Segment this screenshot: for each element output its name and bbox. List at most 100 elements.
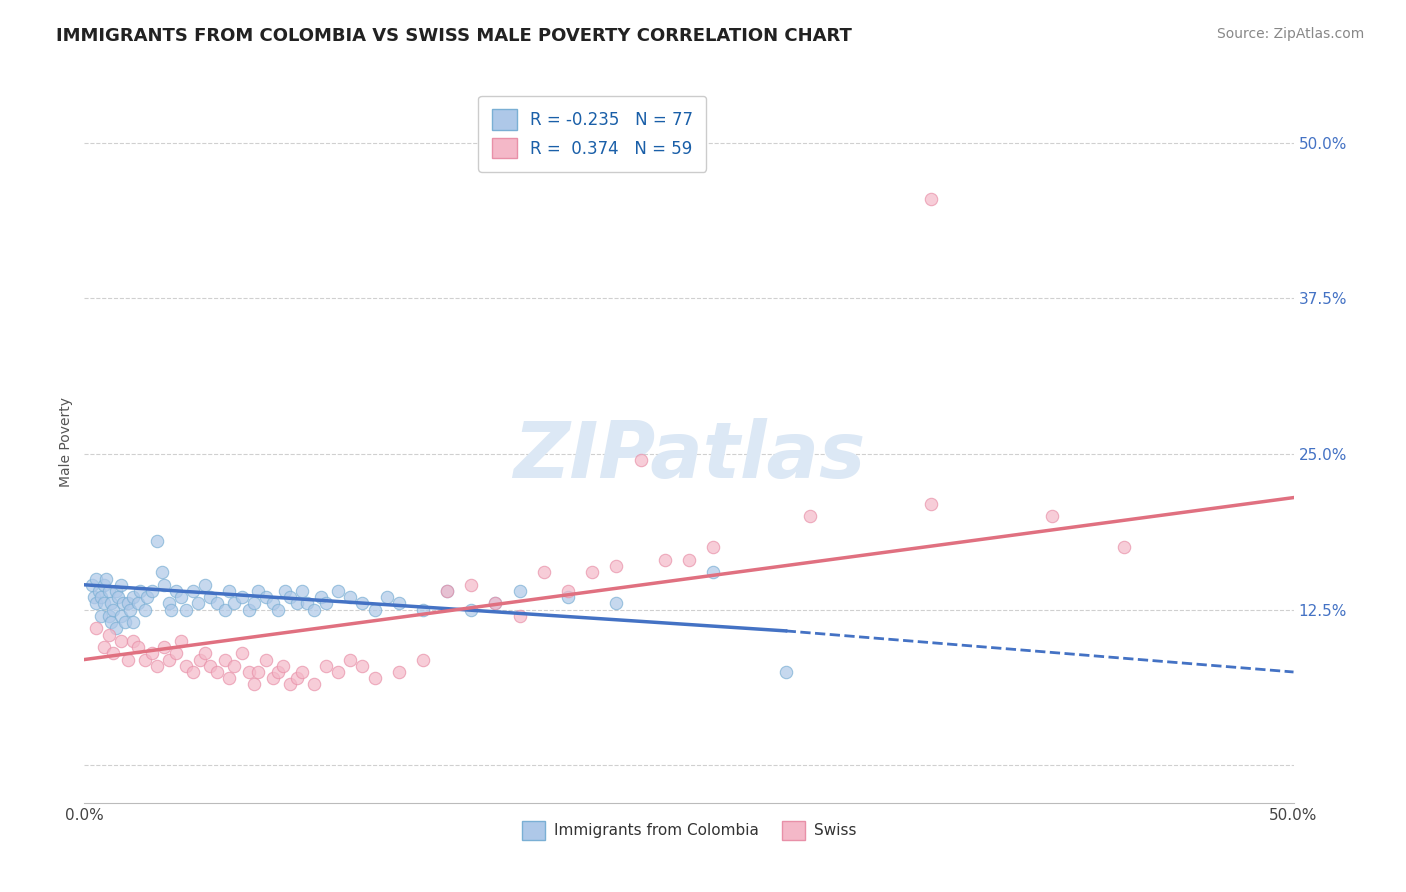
Point: [278, 591, 301, 605]
Point: [93, 578, 115, 592]
Point: [311, 591, 333, 605]
Point: [127, 597, 149, 611]
Point: [224, 597, 246, 611]
Point: [110, 578, 132, 592]
Point: [100, 615, 122, 630]
Point: [194, 646, 217, 660]
Point: [352, 597, 374, 611]
Point: [436, 584, 458, 599]
Point: [315, 658, 337, 673]
Point: [93, 597, 115, 611]
Point: [86, 597, 108, 611]
Point: [388, 597, 411, 611]
Point: [146, 534, 169, 549]
Point: [484, 597, 506, 611]
Point: [86, 572, 108, 586]
Point: [238, 665, 260, 679]
Y-axis label: Male Poverty: Male Poverty: [59, 397, 73, 486]
Point: [412, 603, 434, 617]
Point: [97, 584, 120, 599]
Text: IMMIGRANTS FROM COLOMBIA VS SWISS MALE POVERTY CORRELATION CHART: IMMIGRANTS FROM COLOMBIA VS SWISS MALE P…: [56, 27, 852, 45]
Point: [339, 591, 361, 605]
Point: [605, 597, 627, 611]
Point: [157, 652, 180, 666]
Point: [83, 591, 105, 605]
Point: [121, 615, 143, 630]
Point: [605, 559, 627, 574]
Point: [224, 658, 246, 673]
Point: [291, 665, 314, 679]
Point: [157, 597, 180, 611]
Point: [90, 591, 112, 605]
Point: [295, 597, 318, 611]
Point: [581, 566, 603, 580]
Point: [141, 646, 163, 660]
Text: Source: ZipAtlas.com: Source: ZipAtlas.com: [1216, 27, 1364, 41]
Point: [120, 603, 142, 617]
Point: [218, 671, 240, 685]
Point: [291, 584, 314, 599]
Point: [1114, 541, 1136, 555]
Point: [150, 566, 173, 580]
Point: [238, 603, 260, 617]
Point: [107, 591, 129, 605]
Point: [654, 553, 676, 567]
Point: [920, 192, 942, 206]
Point: [274, 584, 297, 599]
Point: [134, 603, 156, 617]
Point: [198, 658, 221, 673]
Point: [214, 603, 236, 617]
Point: [557, 584, 579, 599]
Legend: Immigrants from Colombia, Swiss: Immigrants from Colombia, Swiss: [516, 815, 862, 846]
Point: [174, 658, 197, 673]
Point: [799, 509, 821, 524]
Point: [153, 640, 176, 654]
Point: [104, 621, 127, 635]
Point: [328, 665, 350, 679]
Point: [267, 665, 290, 679]
Point: [271, 658, 294, 673]
Point: [302, 603, 325, 617]
Point: [247, 584, 270, 599]
Point: [190, 652, 212, 666]
Point: [702, 541, 724, 555]
Point: [103, 646, 125, 660]
Point: [267, 603, 290, 617]
Point: [375, 591, 398, 605]
Point: [254, 652, 277, 666]
Point: [174, 603, 197, 617]
Point: [218, 584, 240, 599]
Point: [97, 609, 120, 624]
Point: [153, 578, 176, 592]
Point: [110, 633, 132, 648]
Point: [117, 597, 139, 611]
Point: [678, 553, 700, 567]
Point: [412, 652, 434, 666]
Point: [110, 609, 132, 624]
Point: [702, 566, 724, 580]
Point: [207, 665, 229, 679]
Point: [207, 597, 229, 611]
Point: [242, 597, 264, 611]
Point: [86, 621, 108, 635]
Point: [352, 658, 374, 673]
Point: [1040, 509, 1063, 524]
Point: [104, 584, 127, 599]
Point: [100, 597, 122, 611]
Point: [231, 646, 253, 660]
Point: [533, 566, 555, 580]
Point: [90, 609, 112, 624]
Point: [181, 584, 204, 599]
Point: [214, 652, 236, 666]
Point: [141, 584, 163, 599]
Point: [194, 578, 217, 592]
Point: [315, 597, 337, 611]
Point: [136, 591, 159, 605]
Point: [103, 603, 125, 617]
Point: [160, 603, 183, 617]
Point: [165, 646, 187, 660]
Point: [388, 665, 411, 679]
Point: [363, 603, 385, 617]
Point: [121, 591, 143, 605]
Point: [146, 658, 169, 673]
